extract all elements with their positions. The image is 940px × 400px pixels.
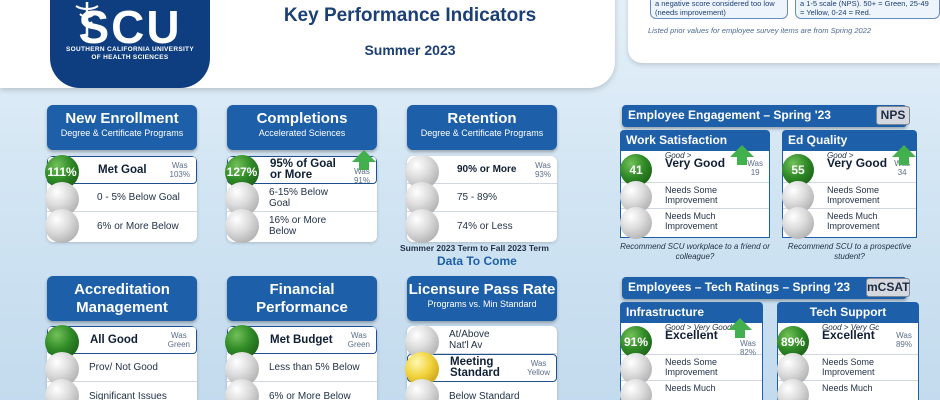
trend-up-arrow-stem — [737, 157, 747, 165]
kpi-title: Licensure Pass Rate — [408, 281, 556, 298]
rating-row: Good > Very Good Excellent Was 82% — [621, 323, 762, 357]
logo-subtitle: SOUTHERN CALIFORNIA UNIVERSITY OF HEALTH… — [66, 46, 194, 61]
kpi-licensure-header: Licensure Pass Rate Programs vs. Min Sta… — [407, 276, 557, 321]
was-value: Was 103% — [169, 161, 190, 179]
rating-row: Needs Much — [822, 383, 873, 393]
note-left: a negative score considered too low (nee… — [650, 0, 788, 19]
rating-row: Needs Much Improvement — [827, 211, 880, 231]
kpi-title: Performance — [256, 299, 348, 316]
term-note: Summer 2023 Term to Fall 2023 Term — [400, 243, 549, 253]
trend-up-arrow-icon — [728, 318, 752, 330]
kpi-row: At/Above Nat'l Av — [407, 326, 557, 354]
trend-up-arrow-icon — [352, 150, 376, 162]
kpi-title: Accreditation — [74, 281, 170, 298]
trend-up-arrow-icon — [892, 145, 916, 157]
kpi-accreditation-header: Accreditation Management — [47, 276, 197, 321]
scu-logo: SCU SOUTHERN CALIFORNIA UNIVERSITY OF HE… — [50, 0, 210, 88]
was-value: Was Yellow — [527, 359, 550, 377]
kpi-title: Management — [76, 299, 168, 316]
ed-quality-caption: Recommend SCU to a prospective student? — [787, 242, 912, 261]
was-value: Was Green — [167, 331, 190, 349]
note-footer: Listed prior values for employee survey … — [648, 26, 872, 35]
rating-row: Needs Some Improvement — [621, 355, 762, 381]
status-ball-green: 41 — [620, 154, 652, 186]
mcsat-badge: mCSAT — [866, 278, 910, 297]
kpi-row: 16% or More Below — [269, 215, 327, 237]
tech-ratings-header: Employees – Tech Ratings – Spring '23 — [622, 277, 907, 299]
status-ball-gray — [45, 379, 79, 400]
status-ball-gray — [620, 379, 652, 400]
kpi-subtitle: Degree & Certificate Programs — [420, 128, 544, 138]
page-title: Key Performance Indicators — [283, 5, 537, 26]
kpi-row: 75 - 89% — [407, 184, 557, 212]
was-value: Was 89% — [895, 331, 912, 349]
was-value: Was 91% — [353, 167, 370, 185]
kpi-row: 90% or More Was 93% — [407, 156, 557, 184]
kpi-row: Significant Issues — [89, 390, 167, 400]
trend-up-arrow-stem — [735, 330, 745, 338]
rating-row: Needs Much Improvement — [665, 211, 718, 231]
kpi-row: 6-15% Below Goal — [227, 184, 377, 212]
kpi-financial-header: Financial Performance — [227, 276, 377, 321]
caduceus-icon — [75, 2, 99, 36]
kpi-subtitle: Programs vs. Min Standard — [427, 299, 537, 309]
kpi-subtitle: Accelerated Sciences — [258, 128, 346, 138]
rating-row: Needs Some Improvement — [783, 183, 916, 209]
was-value: Was Green — [347, 331, 370, 349]
rating-row: Needs Some Improvement — [778, 355, 918, 381]
kpi-title: New Enrollment — [65, 110, 179, 127]
was-value: Was 93% — [534, 160, 551, 179]
trend-up-arrow-stem — [899, 157, 909, 165]
work-satisfaction-caption: Recommend SCU workplace to a friend or c… — [620, 242, 770, 261]
kpi-row: 6% or More Below — [97, 220, 179, 232]
kpi-completions-header: Completions Accelerated Sciences — [227, 105, 377, 150]
kpi-new-enrollment-header: New Enrollment Degree & Certificate Prog… — [47, 105, 197, 150]
logo-wordmark: SCU — [78, 1, 182, 53]
status-ball-gray — [782, 207, 814, 239]
ed-quality-header: Ed Quality — [782, 130, 917, 150]
rating-row: Good > Very Gc Excellent Was 89% — [778, 323, 918, 355]
kpi-title: Retention — [447, 110, 517, 127]
infrastructure-header: Infrastructure — [620, 302, 763, 322]
status-ball-gray — [405, 209, 439, 243]
status-ball-gray — [777, 379, 809, 400]
status-ball-gray — [225, 209, 259, 243]
data-to-come: Data To Come — [437, 254, 517, 268]
note-right: a 1-5 scale (NPS). 50+ = Green, 25-49 = … — [795, 0, 940, 19]
status-ball-green: 55 — [782, 154, 814, 186]
kpi-retention-header: Retention Degree & Certificate Programs — [407, 105, 557, 150]
kpi-row: Below Standard — [449, 390, 520, 400]
engagement-header: Employee Engagement – Spring '23 — [622, 105, 907, 127]
tech-support-header: Tech Support — [777, 302, 919, 322]
nps-badge: NPS — [876, 106, 910, 125]
rating-row: Good > Very Good Was 19 — [621, 151, 769, 183]
kpi-row: 74% or Less — [457, 220, 513, 232]
kpi-title: Financial — [269, 281, 335, 298]
kpi-row: Less than 5% Below — [227, 354, 377, 382]
kpi-row: 0 - 5% Below Goal — [47, 184, 197, 212]
kpi-row: Prov/ Not Good — [47, 354, 197, 382]
status-ball-gray — [620, 207, 652, 239]
status-ball-green: 89% — [777, 326, 809, 358]
status-ball-gray — [405, 379, 439, 400]
status-ball-gray — [45, 209, 79, 243]
status-ball-green: 91% — [620, 326, 652, 358]
kpi-subtitle: Degree & Certificate Programs — [60, 128, 184, 138]
trend-up-arrow-icon — [730, 145, 754, 157]
kpi-row: 6% or More Below — [269, 390, 351, 400]
status-ball-gray — [225, 379, 259, 400]
was-value: Was 19 — [747, 159, 763, 177]
page-subtitle: Summer 2023 — [364, 42, 456, 58]
trend-up-arrow-stem — [359, 162, 369, 170]
rating-row: Needs Some Improvement — [621, 183, 769, 209]
kpi-title: Completions — [256, 110, 348, 127]
rating-row: Needs Much — [665, 383, 716, 393]
was-value: Was 82% — [739, 339, 756, 357]
